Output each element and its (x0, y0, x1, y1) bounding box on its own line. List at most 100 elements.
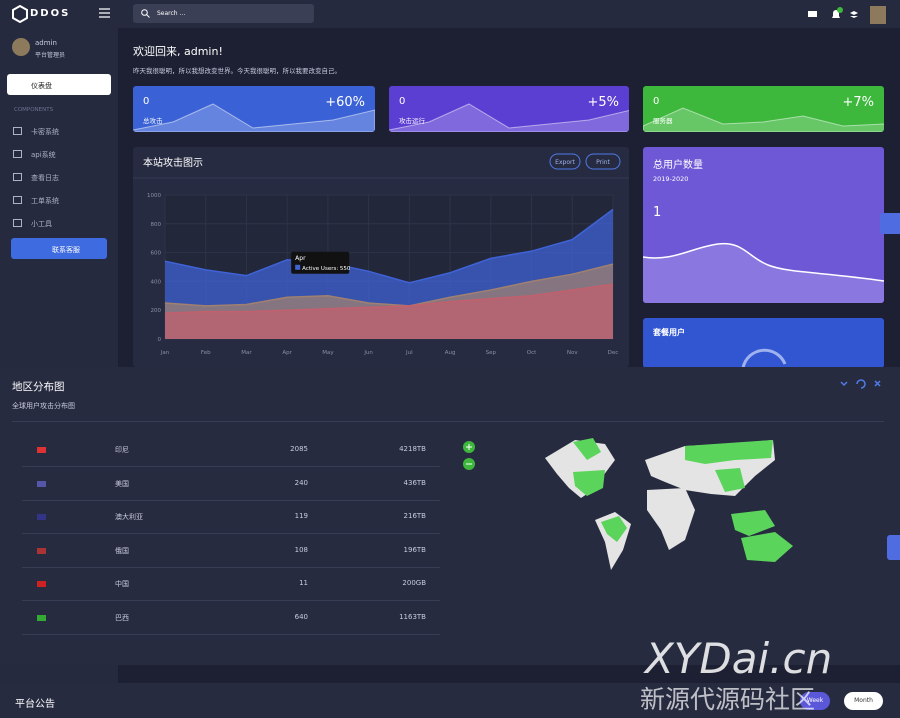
stat-label: 服务器 (653, 117, 673, 125)
area (165, 284, 613, 339)
menu-toggle[interactable] (99, 8, 111, 18)
country: 印尼 (115, 446, 129, 454)
nav-active-label: 仪表盘 (31, 82, 52, 90)
tooltip-swatch (295, 264, 301, 270)
divider (12, 421, 884, 422)
x-tick-label: Feb (201, 350, 211, 356)
tooltip (291, 251, 350, 274)
flag (37, 615, 46, 621)
nav-icon (13, 173, 22, 181)
nav-icon (13, 219, 22, 227)
sparkline (133, 103, 375, 132)
x-tick-label: Apr (282, 350, 292, 356)
country: 美国 (115, 479, 129, 488)
search-box[interactable] (133, 4, 314, 23)
country: 澳大利亚 (115, 513, 143, 522)
zoom-buttons[interactable] (462, 440, 476, 472)
tooltip-text: Active Users: 550 (302, 266, 351, 272)
flag (37, 447, 46, 453)
y-tick-label: 400 (151, 279, 162, 285)
country: 巴西 (115, 614, 129, 622)
notice-title: 平台公告 (15, 699, 55, 710)
traffic: 436TB (403, 478, 426, 487)
region-title: 地区分布图 (12, 381, 65, 393)
region-subtitle: 全球用户攻击分布图 (12, 402, 75, 410)
welcome-text: 昨天我很聪明，所以我想改变世界。今天我很聪明，所以我要改变自己。 (133, 67, 341, 75)
plan-card: 套餐用户 (643, 318, 884, 368)
count: 640 (294, 613, 308, 621)
welcome-title: 欢迎回来, admin! (133, 45, 223, 58)
stat-label: 攻击运行 (399, 117, 425, 125)
flag (37, 480, 46, 487)
chart-button[interactable] (549, 153, 581, 170)
users-value: 1 (653, 205, 662, 220)
area-line (164, 263, 614, 307)
x-tick-label: May (322, 350, 334, 356)
contact-label: 联系客服 (52, 246, 80, 254)
y-tick-label: 0 (158, 337, 162, 343)
x-tick-label: Aug (445, 350, 456, 356)
x-tick-label: Dec (608, 350, 619, 356)
x-tick-label: Jan (160, 350, 170, 356)
nav-item[interactable]: 工单系统 (31, 197, 59, 205)
y-tick-label: 200 (151, 308, 162, 314)
settings-tab[interactable] (880, 213, 900, 234)
month-button[interactable]: Month (844, 692, 883, 710)
count: 108 (294, 545, 308, 554)
traffic: 200GB (402, 579, 426, 588)
world-map (545, 438, 793, 570)
stat-value: 0 (143, 96, 150, 107)
users-wave (643, 242, 884, 303)
nav-item[interactable]: 查看日志 (31, 174, 59, 182)
panel-tools[interactable] (838, 378, 886, 390)
stat-change: +7% (842, 95, 874, 110)
nav-icon (13, 127, 22, 135)
settings-tab-2[interactable] (887, 535, 900, 560)
plan-gauge (741, 348, 787, 368)
nav-icon (13, 196, 22, 204)
traffic: 216TB (403, 512, 426, 521)
notice-panel (0, 683, 900, 718)
users-card: 总用户数量 2019-2020 1 (643, 147, 884, 303)
nav-active[interactable] (7, 74, 111, 95)
row-divider (22, 466, 440, 467)
stat-card: 0 +7% 服务器 (643, 86, 884, 132)
stat-card: 0 +5% 攻击运行 (389, 86, 629, 132)
user-name: admin (35, 39, 57, 47)
stat-card: 0 +60% 总攻击 (133, 86, 375, 132)
plan-title: 套餐用户 (653, 328, 685, 337)
x-tick-label: Sep (486, 350, 497, 356)
sparkline (389, 103, 629, 132)
attack-chart: 本站攻击图示 Export Print Jan Feb Mar Apr May Jun Jul Au… (133, 153, 629, 356)
stat-value: 0 (399, 96, 406, 107)
flag (37, 581, 46, 588)
contact-button[interactable] (11, 238, 107, 259)
row-divider (22, 566, 440, 568)
nav-item[interactable]: 卡密系统 (31, 128, 59, 136)
watermark-name: 新源代源码社区 (640, 685, 816, 714)
week-button[interactable]: Week (800, 692, 830, 710)
chart-button[interactable] (585, 153, 621, 170)
count: 119 (294, 512, 308, 521)
avatar (12, 38, 30, 56)
search-icon (141, 9, 150, 18)
stat-value: 0 (653, 96, 660, 107)
country: 俄国 (115, 546, 129, 555)
flag (37, 547, 46, 554)
search-placeholder: Search ... (157, 10, 186, 17)
area-line (164, 283, 614, 314)
nav-item[interactable]: api系统 (31, 151, 56, 159)
nav-section: COMPONENTS (14, 107, 54, 113)
nav-item[interactable]: 小工具 (31, 220, 52, 228)
traffic: 1163TB (399, 613, 426, 621)
y-tick-label: 800 (151, 222, 162, 228)
top-icons[interactable] (806, 6, 888, 24)
stat-change: +60% (325, 95, 365, 110)
row-divider (22, 634, 440, 635)
x-tick-label: Jun (363, 350, 373, 356)
logo-icon (12, 5, 28, 23)
count: 11 (299, 579, 308, 588)
x-tick-label: Jul (405, 350, 413, 356)
brand: DDOS (30, 8, 71, 19)
